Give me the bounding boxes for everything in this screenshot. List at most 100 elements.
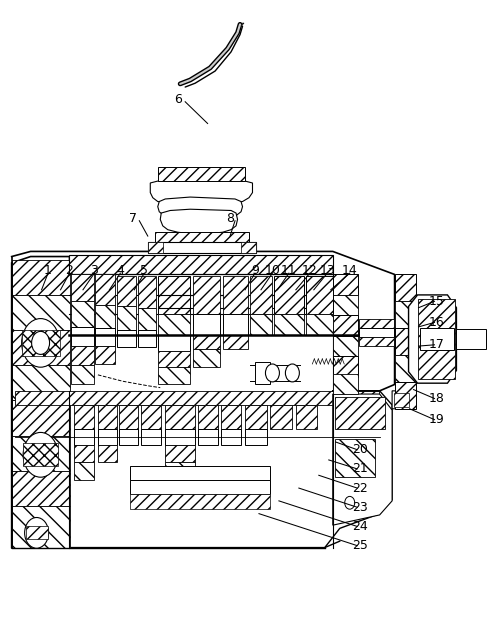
- Bar: [96, 304, 116, 328]
- Bar: [158, 314, 190, 335]
- Bar: [158, 367, 190, 385]
- Text: 1: 1: [44, 264, 52, 277]
- Text: 3: 3: [90, 264, 98, 277]
- Polygon shape: [392, 391, 409, 409]
- Bar: [72, 365, 94, 385]
- Bar: [192, 349, 220, 367]
- Bar: [270, 405, 292, 429]
- Bar: [158, 335, 190, 351]
- Bar: [245, 429, 268, 445]
- Bar: [192, 335, 220, 349]
- Bar: [142, 405, 161, 429]
- Bar: [158, 351, 190, 367]
- Bar: [358, 319, 394, 328]
- Bar: [221, 405, 241, 429]
- Bar: [138, 276, 156, 308]
- Bar: [12, 506, 70, 547]
- Bar: [333, 295, 357, 315]
- Polygon shape: [14, 391, 392, 547]
- Text: 12: 12: [302, 264, 318, 277]
- Bar: [148, 242, 163, 253]
- Polygon shape: [239, 23, 244, 28]
- Bar: [74, 429, 94, 445]
- Text: 14: 14: [342, 264, 357, 277]
- Bar: [118, 330, 137, 347]
- Bar: [255, 362, 270, 385]
- Text: 2: 2: [66, 264, 74, 277]
- Text: 25: 25: [352, 539, 368, 552]
- Bar: [358, 328, 394, 337]
- Text: 7: 7: [129, 212, 137, 224]
- Bar: [333, 315, 357, 336]
- Bar: [306, 276, 334, 314]
- Bar: [333, 336, 357, 356]
- Bar: [333, 356, 357, 377]
- Bar: [23, 444, 58, 467]
- Bar: [12, 436, 70, 470]
- Text: 16: 16: [429, 316, 445, 329]
- Bar: [138, 330, 156, 347]
- Bar: [120, 405, 139, 429]
- Bar: [96, 274, 116, 304]
- Bar: [72, 327, 94, 346]
- Circle shape: [286, 364, 300, 382]
- Bar: [156, 232, 249, 244]
- Bar: [138, 308, 156, 330]
- Circle shape: [23, 433, 58, 477]
- Bar: [98, 429, 117, 445]
- Bar: [118, 306, 137, 330]
- Bar: [456, 333, 486, 345]
- Bar: [192, 314, 220, 335]
- Text: 10: 10: [264, 264, 280, 277]
- Text: 24: 24: [352, 520, 368, 533]
- Circle shape: [344, 496, 354, 509]
- Text: 17: 17: [429, 338, 445, 351]
- Bar: [12, 260, 70, 295]
- Bar: [158, 167, 245, 181]
- Bar: [165, 463, 195, 480]
- Bar: [192, 276, 220, 314]
- Bar: [96, 328, 116, 346]
- Bar: [394, 355, 415, 382]
- Bar: [22, 330, 60, 356]
- Bar: [72, 274, 94, 301]
- Bar: [418, 299, 455, 379]
- Polygon shape: [150, 181, 252, 205]
- Text: 5: 5: [140, 264, 148, 277]
- Text: 4: 4: [116, 264, 124, 277]
- Text: 6: 6: [174, 94, 182, 106]
- Bar: [222, 335, 248, 349]
- Bar: [12, 401, 70, 436]
- Bar: [333, 274, 357, 295]
- Bar: [296, 405, 317, 429]
- Bar: [12, 365, 70, 401]
- Bar: [358, 337, 394, 346]
- Text: 9: 9: [251, 264, 259, 277]
- Bar: [335, 397, 384, 429]
- Bar: [12, 330, 70, 365]
- Bar: [394, 301, 415, 328]
- Polygon shape: [158, 197, 242, 219]
- Bar: [306, 314, 334, 335]
- Bar: [274, 276, 304, 314]
- Bar: [26, 526, 48, 539]
- Bar: [74, 463, 94, 480]
- Bar: [333, 374, 357, 394]
- Bar: [98, 405, 117, 429]
- Circle shape: [22, 319, 60, 367]
- Bar: [394, 274, 415, 301]
- Circle shape: [32, 331, 50, 354]
- Text: 8: 8: [226, 212, 234, 224]
- Text: 21: 21: [352, 462, 368, 476]
- Bar: [250, 276, 272, 314]
- Bar: [420, 328, 454, 350]
- Bar: [394, 393, 408, 407]
- Polygon shape: [160, 209, 238, 233]
- Bar: [74, 405, 94, 429]
- Text: 18: 18: [429, 392, 445, 405]
- Text: 22: 22: [352, 481, 368, 495]
- Bar: [148, 242, 256, 253]
- Bar: [130, 494, 270, 508]
- Bar: [72, 301, 94, 327]
- Bar: [14, 391, 378, 405]
